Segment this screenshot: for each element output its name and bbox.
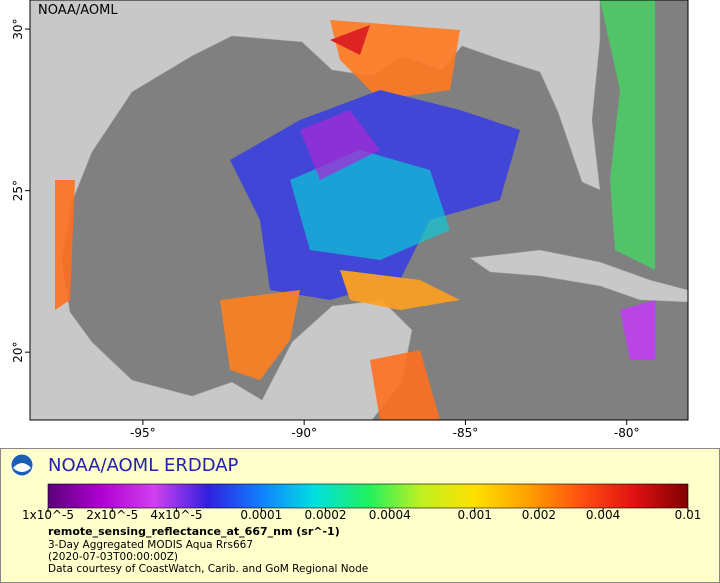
colorbar-tick-label: 0.004 (586, 508, 620, 522)
map-frame (29, 0, 689, 421)
colorbar-ticks: 1x10^-5 2x10^-5 4x10^-5 0.0001 0.0002 0.0004 0… (22, 508, 701, 522)
description-line: 3-Day Aggregated MODIS Aqua Rrs667 (48, 539, 253, 551)
noaa-logo-bird (13, 463, 31, 472)
colorbar-tick-label: 1x10^-5 (22, 508, 74, 522)
description-line: (2020-07-03T00:00:00Z) (48, 551, 178, 563)
colorbar-tick-label: 0.002 (522, 508, 556, 522)
legend-title: NOAA/AOML ERDDAP (48, 455, 239, 476)
colorbar-tick-label: 0.01 (675, 508, 702, 522)
y-tick-label: 30° (11, 18, 25, 39)
colorbar-tick-label: 0.001 (457, 508, 491, 522)
variable-name: remote_sensing_reflectance_at_667_nm (sr… (48, 525, 340, 538)
x-tick-label: -80° (614, 426, 640, 440)
map-area: NOAA/AOML (30, 0, 688, 420)
colorbar-tick-label: 4x10^-5 (150, 508, 202, 522)
colorbar-tick-label: 0.0004 (369, 508, 411, 522)
colorbar-tick-label: 0.0002 (305, 508, 347, 522)
x-tick-label: -85° (453, 426, 479, 440)
description-line: Data courtesy of CoastWatch, Carib. and … (48, 563, 368, 575)
reflectance-patches (55, 0, 655, 420)
x-tick-label: -90° (291, 426, 317, 440)
colorbar-tick-label: 0.0001 (240, 508, 282, 522)
y-tick-label: 25° (11, 180, 25, 201)
colorbar (47, 483, 689, 509)
colorbar-tick-label: 2x10^-5 (86, 508, 138, 522)
cuba (469, 249, 688, 303)
map-label: NOAA/AOML (38, 3, 118, 18)
y-tick-label: 20° (11, 342, 25, 363)
x-tick-label: -95° (130, 426, 156, 440)
land (30, 0, 601, 420)
axes: -95° -90° -85° -80° 20° 25° 30° (11, 18, 640, 440)
